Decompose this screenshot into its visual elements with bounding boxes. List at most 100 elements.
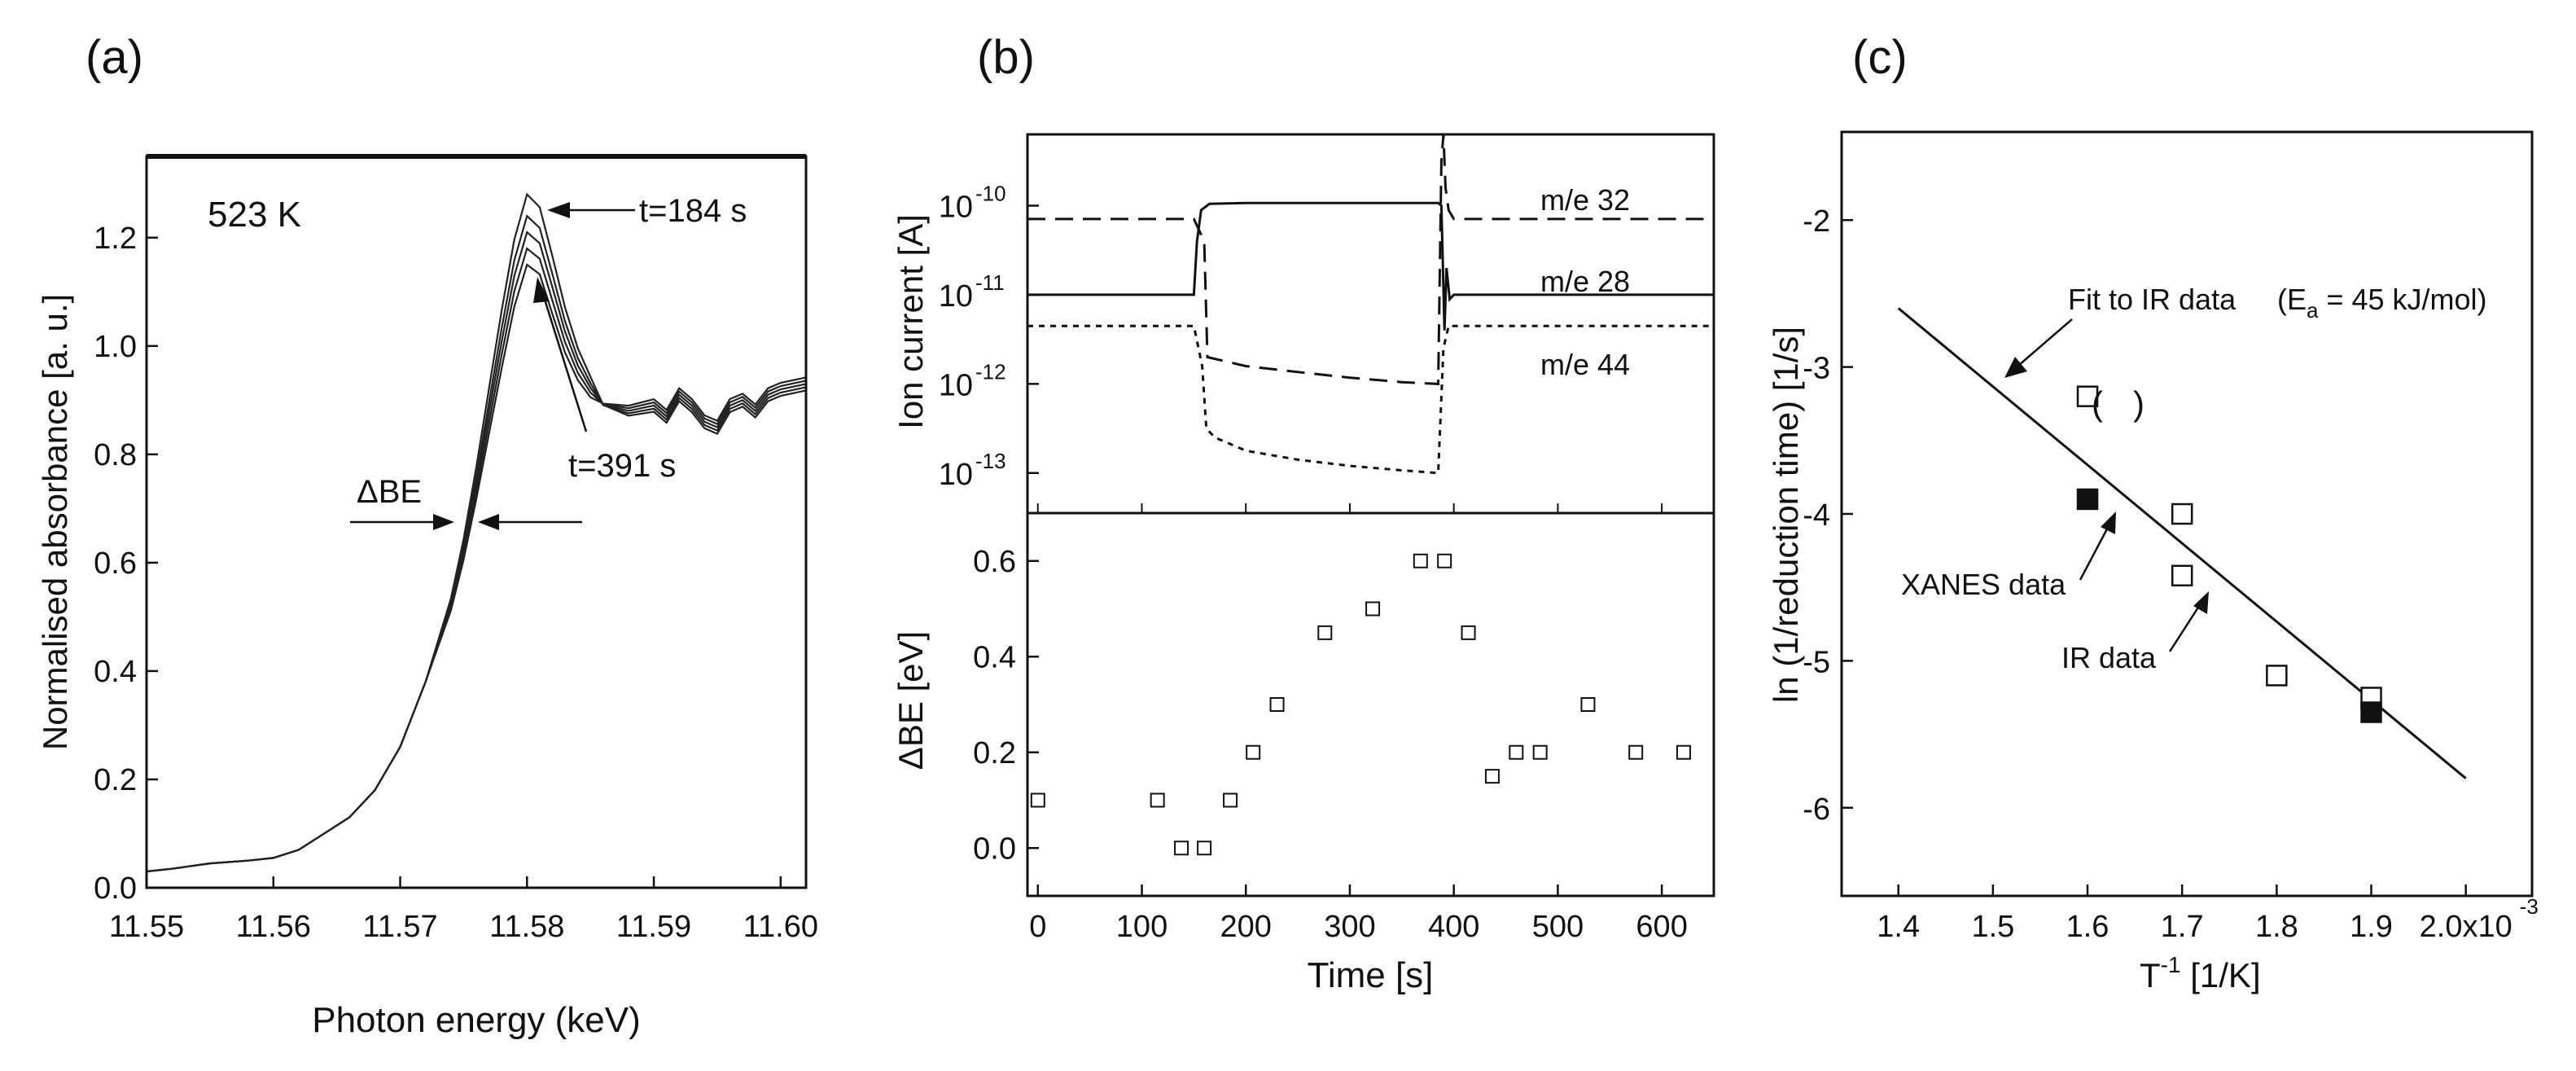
c-fit-params: (Ea = 45 kJ/mol) xyxy=(2277,283,2487,323)
a-delta-right-arrowhead xyxy=(478,514,499,530)
a-y-tick-label: 0.6 xyxy=(94,546,137,581)
a-series-line-3 xyxy=(146,230,807,873)
b-x-tick-label: 100 xyxy=(1116,910,1168,944)
b-x-tick-label: 600 xyxy=(1636,910,1687,944)
b-bottom-y-axis-label: ΔBE [eV] xyxy=(892,631,930,770)
b-bottom-point xyxy=(1246,744,1261,760)
c-ir-pointer xyxy=(2168,600,2204,652)
a-y-tick-label: 0.2 xyxy=(94,763,137,797)
a-t391-label: t=391 s xyxy=(568,448,676,484)
c-xanes-pointer-head xyxy=(2101,511,2116,534)
c-fit-label: Fit to IR data xyxy=(2068,283,2236,316)
b-top-series-line-3 xyxy=(1027,324,1714,475)
a-y-tick-label: 1.0 xyxy=(94,330,137,364)
c-ir-pointer-head xyxy=(2193,591,2209,614)
c-y-tick-label: -5 xyxy=(1803,645,1830,679)
a-y-tick-label: 0.8 xyxy=(94,438,137,472)
c-xanes-pointer xyxy=(2079,520,2113,581)
b-x-tick-label: 300 xyxy=(1324,910,1375,944)
b-top-y-tick-exponent: -12 xyxy=(975,359,1006,384)
b-bottom-point xyxy=(1174,841,1189,856)
a-y-ticks: 0.0 0.2 0.4 0.6 0.8 1.0 1.2 xyxy=(94,222,158,906)
b-bottom-point xyxy=(1676,744,1691,760)
b-bottom-point xyxy=(1628,744,1644,760)
b-bottom-y-ticks: 0.0 0.2 0.4 0.6 xyxy=(973,545,1039,866)
c-y-tick-label: -2 xyxy=(1803,204,1830,239)
c-ir-point xyxy=(2266,665,2288,687)
c-ir-point xyxy=(2171,564,2193,587)
b-top-series-line-2 xyxy=(1027,201,1714,331)
a-y-tick-label: 0.0 xyxy=(94,871,137,906)
panel-letter-a: (a) xyxy=(85,31,143,84)
panel-a-chart: 11.55 11.56 11.57 11.58 11.59 11.60 0.0 0.2 0.4… xyxy=(36,154,818,1040)
c-x-tick-label: 2.0x10 xyxy=(2420,910,2512,944)
a-x-tick-label: 11.58 xyxy=(489,910,564,944)
b-bottom-point xyxy=(1197,841,1212,856)
b-bottom-point xyxy=(1509,744,1524,760)
panel-letter-c: (c) xyxy=(1852,31,1908,84)
b-bottom-point xyxy=(1413,553,1428,568)
b-bottom-x-ticks: 0 100 200 300 400 500 600 xyxy=(1029,884,1688,944)
c-y-tick-label: -6 xyxy=(1803,792,1830,827)
c-xanes-point xyxy=(2360,701,2382,723)
c-x-ticks: 1.4 1.5 1.6 1.7 1.8 1.9 2.0x10 -3 xyxy=(1877,884,2539,944)
a-x-axis-label: Photon energy (keV) xyxy=(312,1000,641,1040)
b-bottom-y-tick-label: 0.2 xyxy=(973,736,1016,770)
a-x-tick-label: 11.57 xyxy=(362,910,437,944)
a-delta-left-arrowhead xyxy=(433,514,454,530)
c-y-tick-label: -4 xyxy=(1803,498,1830,533)
b-bottom-y-tick-label: 0.6 xyxy=(973,545,1016,579)
c-x-tick-label: 1.5 xyxy=(1971,910,2014,944)
a-series-line-5 xyxy=(146,263,807,873)
c-xanes-point xyxy=(2076,488,2099,511)
b-top-series-group xyxy=(1027,134,1714,475)
panel-c-chart: 1.4 1.5 1.6 1.7 1.8 1.9 2.0x10 -3 -2 -3 -4 -5 -6 Fi… xyxy=(1767,130,2539,994)
c-x-tick-label: 1.8 xyxy=(2255,910,2298,944)
a-t184-arrowhead xyxy=(547,202,570,218)
a-plot-frame xyxy=(145,155,808,889)
c-x-axis-label-unit: [1/K] xyxy=(2181,956,2261,994)
a-series-line-2 xyxy=(146,214,807,873)
c-ir-point xyxy=(2171,503,2193,525)
b-top-y-tick-base: 10 xyxy=(939,368,973,402)
a-delta-be-label: ΔBE xyxy=(357,474,422,510)
b-bottom-points-group xyxy=(1030,553,1691,856)
b-x-tick-label: 200 xyxy=(1220,910,1272,944)
a-x-tick-label: 11.55 xyxy=(109,910,184,944)
b-bottom-y-tick-label: 0.4 xyxy=(973,640,1016,674)
c-xanes-label: XANES data xyxy=(1901,568,2066,601)
a-t184-label: t=184 s xyxy=(639,193,747,229)
b-bottom-point xyxy=(1317,625,1333,640)
c-ir-point xyxy=(2076,385,2099,407)
c-paren-open: ( xyxy=(2092,384,2103,423)
b-bottom-point xyxy=(1030,792,1045,808)
a-series-group xyxy=(146,192,807,873)
a-x-ticks: 11.55 11.56 11.57 11.58 11.59 11.60 xyxy=(109,876,818,944)
b-bottom-point xyxy=(1365,601,1381,617)
b-top-series-line-1 xyxy=(1027,134,1714,385)
c-y-axis-label: ln (1/reduction time) [1/s] xyxy=(1767,327,1805,703)
a-t391-arrowhead xyxy=(533,277,550,303)
c-fit-params-suffix: = 45 kJ/mol) xyxy=(2318,283,2486,316)
c-paren-close: ) xyxy=(2133,384,2144,423)
c-points-group xyxy=(2076,385,2382,723)
c-y-tick-label: -3 xyxy=(1803,352,1830,386)
b-top-y-axis-label: Ion current [A] xyxy=(892,214,930,429)
c-ir-label: IR data xyxy=(2061,641,2157,674)
b-top-y-tick-exponent: -10 xyxy=(975,182,1006,206)
b-series-label-44: m/e 44 xyxy=(1540,348,1630,381)
a-y-tick-label: 1.2 xyxy=(94,222,137,256)
b-bottom-point xyxy=(1269,697,1285,712)
b-bottom-point xyxy=(1580,697,1596,712)
c-x-tick-label: 1.9 xyxy=(2350,910,2393,944)
c-x-axis-label-main: T xyxy=(2140,956,2161,994)
b-x-tick-label: 500 xyxy=(1532,910,1584,944)
b-series-label-28: m/e 28 xyxy=(1540,265,1630,298)
b-top-y-tick-base: 10 xyxy=(939,191,973,225)
b-x-tick-label: 0 xyxy=(1029,910,1046,944)
a-y-axis-label: Normalised absorbance [a. u.] xyxy=(36,294,74,750)
b-bottom-frame xyxy=(1026,511,1715,898)
b-bottom-point xyxy=(1437,553,1452,568)
